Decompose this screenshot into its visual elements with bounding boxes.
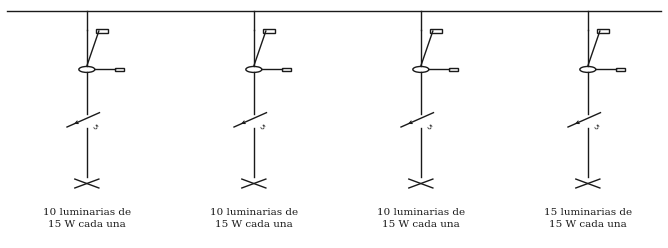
Text: 10 luminarias de
15 W cada una: 10 luminarias de 15 W cada una [43,208,131,229]
Text: 5: 5 [424,123,432,130]
Text: 5: 5 [591,123,599,130]
Text: 5: 5 [90,123,98,130]
Text: 10 luminarias de
15 W cada una: 10 luminarias de 15 W cada una [210,208,298,229]
Text: 10 luminarias de
15 W cada una: 10 luminarias de 15 W cada una [377,208,465,229]
Text: 5: 5 [257,123,265,130]
Text: 15 luminarias de
15 W cada una: 15 luminarias de 15 W cada una [544,208,632,229]
